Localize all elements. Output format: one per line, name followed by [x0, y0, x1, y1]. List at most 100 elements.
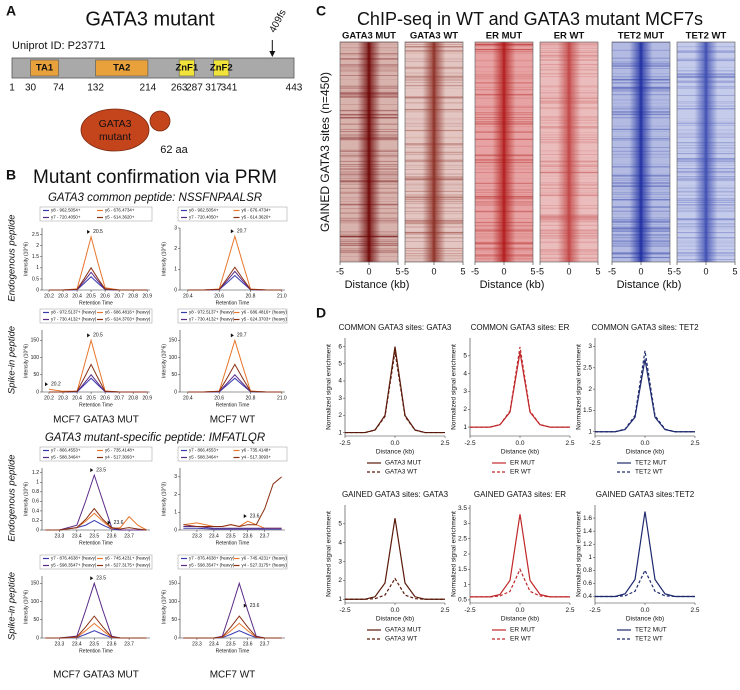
y-tick-label: 1.2	[583, 541, 592, 548]
heatmap-title: TET2 WT	[686, 31, 727, 42]
y-axis-label: Normalized signal enrichment	[451, 511, 458, 597]
y-tick-label: 0.6	[583, 580, 592, 587]
legend-box	[177, 554, 288, 570]
legend-label: y8 - 972.5137+ (heavy)	[189, 310, 235, 315]
y-tick-label: 5	[463, 353, 467, 360]
legend-label: y6 - 745.4231+ (heavy)	[105, 556, 151, 561]
y-tick-label: 2	[338, 412, 342, 419]
series-line	[187, 270, 282, 291]
y-tick-label: 1	[588, 554, 592, 561]
y-tick-label: 0	[36, 389, 39, 395]
peak-label: 20.7	[237, 229, 247, 235]
peak-marker	[87, 333, 91, 338]
y-tick-label: 0.8	[583, 567, 592, 574]
y-tick-label: 4	[338, 539, 342, 546]
axis	[179, 330, 285, 393]
x-axis-label: Distance (kb)	[480, 279, 545, 291]
y-tick-label: 2.5	[583, 365, 592, 372]
position-label: 74	[53, 83, 65, 94]
position-label: 317	[205, 83, 222, 94]
x-tick-label: 2.5	[440, 607, 449, 614]
peak-marker	[107, 520, 111, 525]
x-tick-label: 23.3	[192, 641, 202, 647]
heatmap-center	[540, 42, 598, 262]
y-tick-label: 3	[338, 558, 342, 565]
x-tick-label: 0	[638, 266, 643, 276]
series-line	[345, 577, 445, 600]
series-line	[48, 338, 148, 393]
heatmap-title: GATA3 WT	[410, 31, 458, 42]
y-tick-label: 2	[174, 246, 177, 252]
peak-label: 23.5	[96, 467, 106, 473]
peak-marker	[243, 603, 247, 608]
series-line	[187, 274, 282, 291]
y-tick-label: 1.4	[583, 528, 592, 535]
legend-label: y5 - 614.3620+	[242, 215, 272, 220]
x-tick-label: 20.5	[86, 293, 96, 299]
legend-label: y6 - 735.4148+	[105, 448, 135, 453]
position-label: 132	[87, 83, 104, 94]
legend-label: TET2 MUT	[635, 627, 667, 634]
x-tick-label: 0.0	[640, 440, 649, 447]
legend-label: y6 - 676.4734+	[242, 208, 272, 213]
chart-title: GAINED GATA3 sites: ER	[474, 490, 566, 499]
x-axis-label: Retention Time	[79, 402, 113, 408]
series-line	[470, 346, 570, 428]
y-tick-label: 0	[174, 287, 177, 293]
x-tick-label: 20.4	[72, 293, 82, 299]
y-tick-label: 0	[36, 635, 39, 641]
x-tick-label: 2.5	[565, 607, 574, 614]
y-tick-label: 1	[338, 596, 342, 603]
x-tick-label: 23.4	[209, 533, 219, 539]
x-tick-label: 23.6	[107, 641, 117, 647]
x-tick-label: 0	[431, 266, 436, 276]
series-line	[183, 476, 282, 527]
y-tick-label: 0	[174, 635, 177, 641]
y-axis-label: Intensity (10^6)	[161, 242, 167, 276]
y-tick-label: 100	[169, 355, 178, 361]
legend-label: y5 - 598.3547+ (heavy)	[51, 563, 97, 568]
y-tick-label: 0.5	[32, 276, 39, 282]
axis	[41, 576, 150, 639]
peak-marker	[230, 333, 234, 338]
row-label: Spike-in peptide	[7, 572, 18, 640]
series-line	[45, 615, 147, 639]
domain	[95, 59, 149, 77]
y-tick-label: 3	[463, 520, 467, 527]
legend-label: y5 - 588.3464+	[51, 455, 81, 460]
x-tick-label: 21.0	[277, 293, 287, 299]
y-tick-label: 3	[338, 395, 342, 402]
x-tick-label: 23.7	[124, 641, 134, 647]
y-tick-label: 150	[31, 338, 40, 344]
series-line	[49, 266, 148, 291]
legend-label: y7 - 730.4132+ (heavy)	[51, 317, 97, 322]
y-tick-label: 150	[169, 581, 178, 587]
y-tick-label: 2	[588, 386, 592, 393]
y-tick-label: 2	[338, 577, 342, 584]
y-tick-label: 0.5	[458, 597, 467, 604]
x-tick-label: 2.5	[440, 440, 449, 447]
x-tick-label: 20.3	[58, 395, 68, 401]
y-tick-label: 50	[171, 617, 177, 623]
y-tick-label: 2.5	[32, 232, 39, 238]
y-tick-label: 3	[174, 225, 177, 231]
legend-label: ER WT	[510, 636, 531, 643]
legend-box	[39, 308, 153, 324]
x-axis-label: Distance (kb)	[626, 449, 664, 456]
y-tick-label: 3	[463, 388, 467, 395]
y-axis-label: Intensity (10^6)	[23, 242, 29, 276]
x-tick-label: 2.5	[690, 440, 699, 447]
y-tick-label: 100	[169, 599, 178, 605]
series-line	[45, 630, 147, 639]
x-tick-label: -5	[471, 266, 479, 276]
y-tick-label: 4	[463, 370, 467, 377]
y-tick-label: 100	[31, 599, 40, 605]
x-axis-label: Retention Time	[79, 648, 113, 654]
y-tick-label: 3	[174, 474, 177, 480]
peak-label: 23.6	[250, 603, 260, 609]
legend-label: y7 - 866.4553+	[51, 448, 81, 453]
legend-label: y5 - 614.3620+	[105, 215, 135, 220]
series-line	[345, 518, 445, 600]
x-axis-label: Distance (kb)	[501, 449, 539, 456]
row-label: Endogenous peptide	[7, 214, 18, 301]
